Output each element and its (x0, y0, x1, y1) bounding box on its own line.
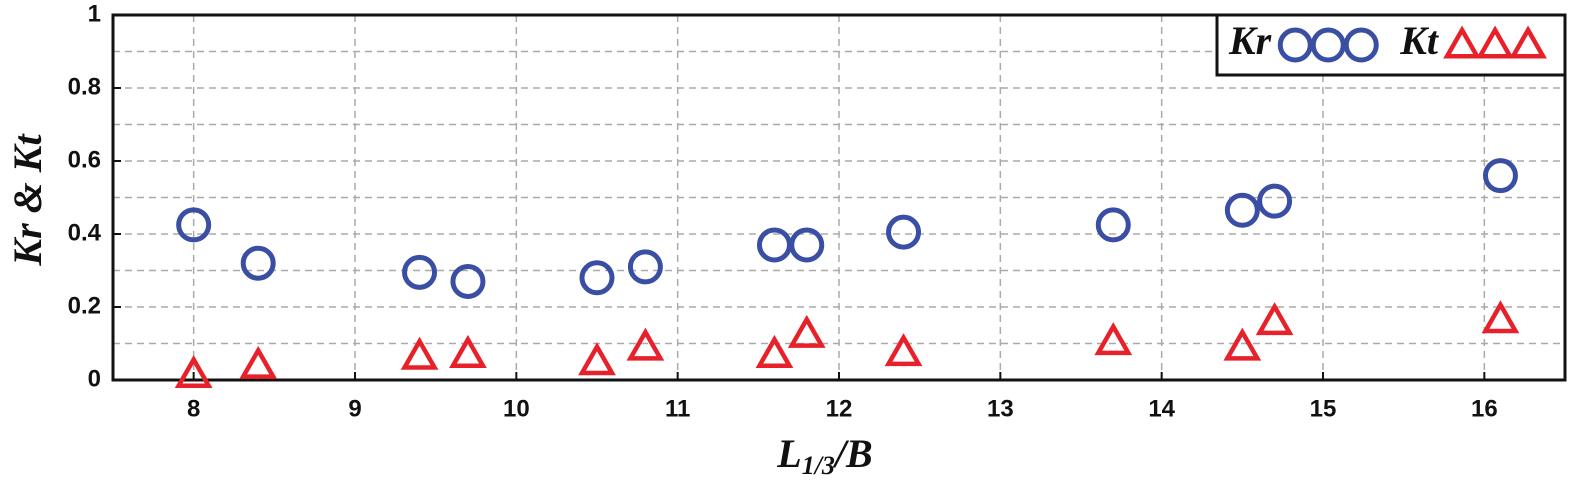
point (789, 227, 825, 263)
y-tick-label: 0.6 (68, 146, 101, 173)
point (626, 327, 665, 361)
point (884, 333, 923, 367)
point (449, 334, 487, 368)
y-tick-label: 0.2 (68, 292, 101, 319)
point (239, 345, 278, 379)
x-tick-label: 9 (348, 395, 361, 422)
point (1095, 207, 1131, 243)
point (1224, 192, 1260, 228)
legend-box (1215, 13, 1567, 77)
point (1255, 302, 1294, 336)
point (240, 245, 276, 281)
x-tick-label: 10 (503, 395, 530, 422)
legend-marker (1310, 27, 1346, 63)
x-tick-label: 13 (987, 395, 1014, 422)
legend-marker (1443, 25, 1481, 59)
legend-marker (1343, 27, 1379, 63)
legend-label: Kt (1399, 18, 1440, 63)
point (755, 334, 794, 368)
point (1223, 327, 1262, 361)
legend-label: Kr (1228, 18, 1272, 63)
point (787, 314, 826, 348)
y-tick-label: 1 (88, 0, 101, 27)
x-tick-label: 12 (826, 395, 853, 422)
x-tick-label: 16 (1471, 395, 1498, 422)
plot-frame (111, 13, 1567, 382)
legend-marker (1277, 27, 1313, 63)
point (174, 354, 213, 389)
point (400, 336, 439, 370)
x-tick-label: 11 (665, 395, 690, 422)
x-axis-label: L1/3/B (776, 431, 872, 480)
y-tick-label: 0.8 (68, 73, 101, 100)
legend-marker (1509, 25, 1547, 59)
point (1257, 183, 1293, 219)
y-axis-label: Kr & Kt (5, 133, 50, 267)
point (1094, 322, 1133, 356)
x-tick-label: 14 (1148, 395, 1175, 422)
point (450, 263, 486, 299)
x-tick-label: 8 (187, 395, 200, 422)
legend-marker (1476, 25, 1514, 59)
point (402, 254, 438, 290)
y-tick-label: 0.4 (68, 219, 102, 246)
point (1482, 158, 1518, 194)
x-tick-label: 15 (1310, 395, 1337, 422)
point (579, 260, 615, 296)
point (1481, 300, 1520, 334)
y-tick-label: 0 (88, 365, 101, 392)
point (627, 249, 663, 285)
point (578, 342, 616, 376)
point (886, 214, 922, 250)
point (176, 207, 212, 243)
